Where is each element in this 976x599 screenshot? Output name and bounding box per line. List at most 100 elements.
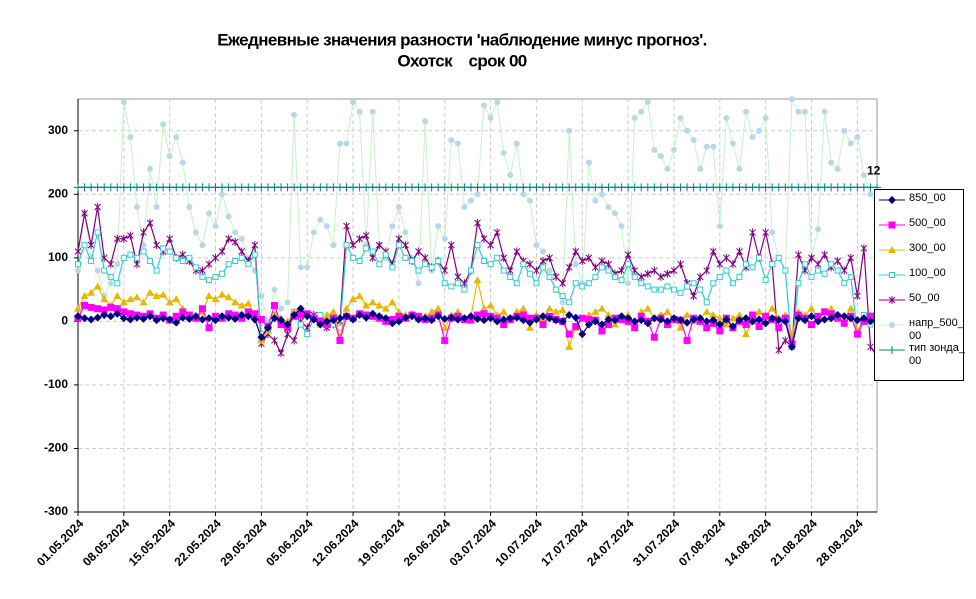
point <box>283 320 292 329</box>
point <box>330 242 337 249</box>
point <box>676 316 685 325</box>
point <box>866 312 874 320</box>
point <box>218 247 226 256</box>
point <box>160 245 167 252</box>
point <box>670 146 677 153</box>
point <box>598 257 606 266</box>
point <box>441 266 449 275</box>
point <box>552 316 561 325</box>
point <box>363 245 370 252</box>
chart-title: Ежедневные значения разности 'наблюдение… <box>217 30 707 49</box>
x-tick-label: 05.06.2024 <box>263 516 316 569</box>
point <box>728 314 737 322</box>
point <box>756 127 763 134</box>
point <box>461 204 468 211</box>
point <box>618 266 625 275</box>
point <box>336 140 343 147</box>
x-tick-label: 29.05.2024 <box>217 516 270 569</box>
point <box>499 307 508 315</box>
point <box>664 269 671 278</box>
point <box>480 304 489 312</box>
point <box>696 272 704 281</box>
point <box>277 321 285 329</box>
x-tick-label: 07.08.2024 <box>676 516 729 569</box>
point <box>219 191 226 198</box>
point <box>597 304 606 312</box>
point <box>231 314 240 323</box>
point <box>723 267 730 274</box>
point <box>749 311 757 319</box>
y-tick-label: 300 <box>48 123 68 137</box>
point <box>140 242 147 249</box>
point <box>414 315 423 324</box>
point <box>853 330 861 338</box>
point <box>866 317 875 326</box>
point <box>808 321 816 329</box>
point <box>146 312 155 321</box>
point <box>736 165 743 172</box>
point <box>225 261 232 268</box>
point <box>650 314 659 323</box>
point <box>539 264 546 271</box>
point <box>742 321 750 329</box>
point <box>487 115 494 122</box>
point <box>722 315 731 324</box>
point <box>211 316 220 325</box>
point <box>251 241 259 250</box>
point <box>762 277 769 284</box>
point <box>539 257 547 266</box>
point <box>656 315 665 324</box>
point <box>526 260 534 269</box>
point <box>775 324 783 332</box>
point <box>238 235 245 242</box>
point <box>493 228 501 237</box>
point <box>343 242 350 249</box>
point <box>224 293 233 301</box>
point <box>454 280 461 287</box>
point <box>310 229 317 236</box>
point <box>350 254 357 261</box>
point <box>703 266 711 275</box>
point <box>290 311 299 320</box>
point <box>486 301 495 309</box>
point <box>545 304 554 312</box>
y-tick-label: -300 <box>44 504 68 518</box>
point <box>291 111 298 118</box>
point <box>81 209 88 218</box>
point <box>566 127 573 134</box>
point <box>755 315 764 324</box>
point <box>487 261 494 268</box>
point <box>199 242 206 249</box>
point <box>533 266 540 275</box>
point <box>205 277 212 284</box>
point <box>795 108 802 115</box>
point <box>204 314 213 323</box>
point <box>591 307 600 315</box>
point <box>539 321 547 329</box>
point <box>401 313 410 322</box>
point <box>440 323 449 331</box>
point <box>81 302 89 309</box>
point <box>499 315 508 324</box>
point <box>716 223 723 230</box>
point <box>218 312 227 321</box>
point <box>448 137 455 144</box>
point <box>532 315 541 324</box>
point <box>159 314 168 323</box>
x-tick-label: 12.06.2024 <box>309 516 362 569</box>
point <box>335 314 344 323</box>
point <box>409 258 416 265</box>
point <box>860 244 868 253</box>
point <box>263 323 272 332</box>
point <box>494 99 501 106</box>
point <box>781 336 789 345</box>
point <box>801 108 808 115</box>
point <box>349 315 358 324</box>
point <box>853 291 861 300</box>
point <box>297 311 305 319</box>
legend-swatch <box>879 272 905 278</box>
point <box>847 273 854 280</box>
point <box>821 250 828 259</box>
point <box>742 314 751 323</box>
point <box>94 305 102 313</box>
